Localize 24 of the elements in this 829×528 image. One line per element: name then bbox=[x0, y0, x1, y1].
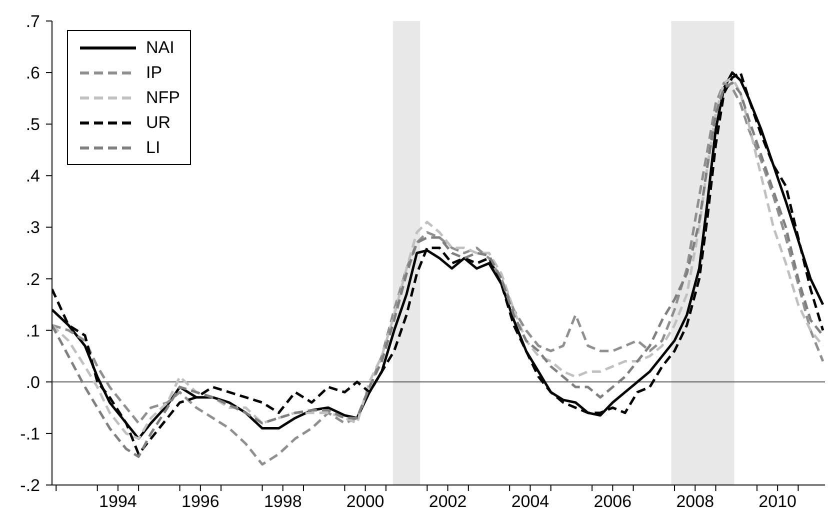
y-tick-label: .0 bbox=[26, 372, 40, 392]
y-tick-label: .4 bbox=[26, 166, 40, 186]
x-tick-label: 1996 bbox=[182, 492, 220, 511]
y-tick-label: .1 bbox=[26, 321, 40, 340]
y-tick-label: .7 bbox=[26, 12, 40, 31]
y-tick-label: -.1 bbox=[20, 424, 40, 444]
x-tick-label: 1994 bbox=[99, 492, 137, 511]
x-tick-label: 2004 bbox=[511, 492, 550, 511]
y-tick-label: .2 bbox=[26, 270, 40, 289]
legend-label: IP bbox=[146, 62, 162, 82]
y-tick-label: -.2 bbox=[20, 476, 40, 495]
y-tick-label: .6 bbox=[26, 64, 40, 83]
y-tick-label: .3 bbox=[26, 218, 40, 238]
x-tick-label: 2006 bbox=[594, 492, 632, 511]
y-tick-label: .5 bbox=[26, 115, 40, 134]
x-tick-label: 2010 bbox=[758, 492, 797, 511]
legend-label: UR bbox=[146, 112, 171, 132]
legend-label: NFP bbox=[146, 88, 180, 108]
legend-label: NAI bbox=[146, 38, 174, 58]
x-tick-label: 2002 bbox=[428, 492, 467, 511]
x-tick-label: 1998 bbox=[264, 492, 302, 511]
x-tick-label: 2000 bbox=[346, 492, 384, 511]
legend-label: LI bbox=[146, 138, 160, 158]
x-tick-label: 2008 bbox=[676, 492, 714, 511]
